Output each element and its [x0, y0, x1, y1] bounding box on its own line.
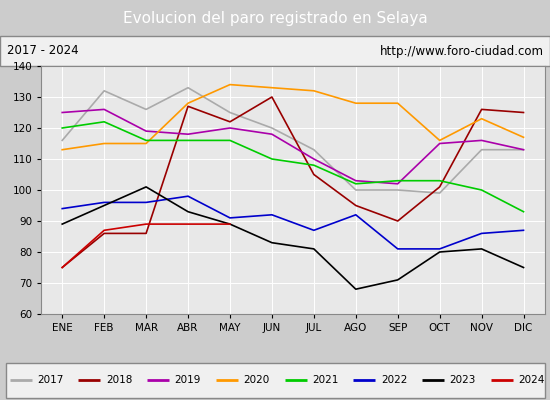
Text: 2017: 2017: [37, 375, 63, 385]
Text: Evolucion del paro registrado en Selaya: Evolucion del paro registrado en Selaya: [123, 10, 427, 26]
Text: 2017 - 2024: 2017 - 2024: [7, 44, 78, 58]
Text: 2023: 2023: [450, 375, 476, 385]
Text: http://www.foro-ciudad.com: http://www.foro-ciudad.com: [379, 44, 543, 58]
Text: 2019: 2019: [175, 375, 201, 385]
Text: 2022: 2022: [381, 375, 407, 385]
Text: 2018: 2018: [106, 375, 132, 385]
Text: 2024: 2024: [518, 375, 544, 385]
Text: 2021: 2021: [312, 375, 338, 385]
Text: 2020: 2020: [243, 375, 270, 385]
